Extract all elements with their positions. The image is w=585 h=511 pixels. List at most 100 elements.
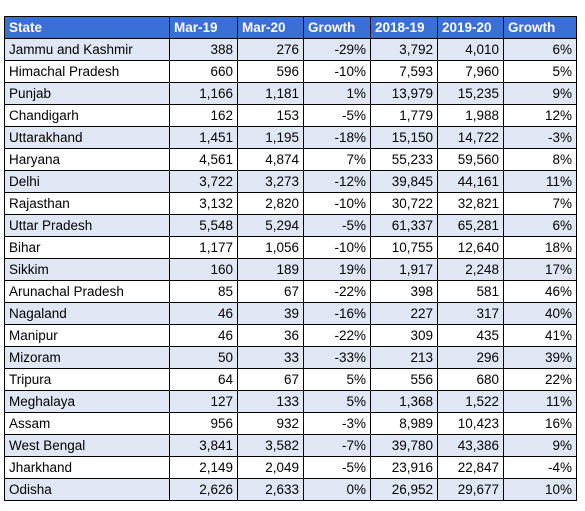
fy-2019-20-cell: 435 bbox=[437, 324, 504, 347]
mar-19-cell: 956 bbox=[169, 412, 238, 435]
growth-month-cell: -7% bbox=[303, 434, 371, 457]
fy-2019-20-cell: 32,821 bbox=[437, 192, 504, 215]
mar-19-cell: 46 bbox=[169, 324, 238, 347]
mar-19-cell: 1,451 bbox=[169, 126, 238, 149]
growth-month-cell: 0% bbox=[303, 478, 371, 501]
growth-year-cell: 10% bbox=[503, 478, 577, 501]
table-row: Bihar 1,177 1,056 -10% 10,755 12,640 18% bbox=[4, 236, 577, 259]
state-cell: Odisha bbox=[4, 478, 170, 501]
fy-2019-20-cell: 65,281 bbox=[437, 214, 504, 237]
header-mar-20: Mar-20 bbox=[237, 16, 304, 39]
growth-month-cell: -12% bbox=[303, 170, 371, 193]
fy-2019-20-cell: 44,161 bbox=[437, 170, 504, 193]
mar-20-cell: 33 bbox=[237, 346, 304, 369]
growth-month-cell: -10% bbox=[303, 192, 371, 215]
mar-19-cell: 3,132 bbox=[169, 192, 238, 215]
fy-2019-20-cell: 22,847 bbox=[437, 456, 504, 479]
table-row: Chandigarh 162 153 -5% 1,779 1,988 12% bbox=[4, 104, 577, 127]
mar-19-cell: 2,626 bbox=[169, 478, 238, 501]
growth-month-cell: 19% bbox=[303, 258, 371, 281]
mar-19-cell: 4,561 bbox=[169, 148, 238, 171]
header-mar-19: Mar-19 bbox=[169, 16, 238, 39]
table-row: Haryana 4,561 4,874 7% 55,233 59,560 8% bbox=[4, 148, 577, 171]
mar-20-cell: 4,874 bbox=[237, 148, 304, 171]
growth-month-cell: -5% bbox=[303, 104, 371, 127]
mar-20-cell: 67 bbox=[237, 280, 304, 303]
header-growth-year: Growth bbox=[503, 16, 577, 39]
mar-20-cell: 2,049 bbox=[237, 456, 304, 479]
fy-2019-20-cell: 2,248 bbox=[437, 258, 504, 281]
state-cell: Assam bbox=[4, 412, 170, 435]
state-cell: Sikkim bbox=[4, 258, 170, 281]
mar-20-cell: 2,633 bbox=[237, 478, 304, 501]
fy-2018-19-cell: 13,979 bbox=[370, 82, 438, 105]
mar-19-cell: 46 bbox=[169, 302, 238, 325]
clipped-title-strip bbox=[0, 0, 585, 14]
table-row: Uttar Pradesh 5,548 5,294 -5% 61,337 65,281 6% bbox=[4, 214, 577, 237]
mar-19-cell: 660 bbox=[169, 60, 238, 83]
state-cell: Rajasthan bbox=[4, 192, 170, 215]
state-cell: Jammu and Kashmir bbox=[4, 38, 170, 61]
mar-19-cell: 85 bbox=[169, 280, 238, 303]
fy-2018-19-cell: 39,845 bbox=[370, 170, 438, 193]
mar-20-cell: 1,195 bbox=[237, 126, 304, 149]
table-row: Uttarakhand 1,451 1,195 -18% 15,150 14,722 -3% bbox=[4, 126, 577, 149]
state-cell: Manipur bbox=[4, 324, 170, 347]
mar-20-cell: 189 bbox=[237, 258, 304, 281]
state-cell: Uttar Pradesh bbox=[4, 214, 170, 237]
fy-2018-19-cell: 1,368 bbox=[370, 390, 438, 413]
growth-month-cell: -3% bbox=[303, 412, 371, 435]
mar-19-cell: 3,841 bbox=[169, 434, 238, 457]
mar-19-cell: 162 bbox=[169, 104, 238, 127]
mar-20-cell: 2,820 bbox=[237, 192, 304, 215]
header-growth-month: Growth bbox=[303, 16, 371, 39]
fy-2019-20-cell: 1,988 bbox=[437, 104, 504, 127]
mar-20-cell: 596 bbox=[237, 60, 304, 83]
fy-2018-19-cell: 556 bbox=[370, 368, 438, 391]
fy-2018-19-cell: 26,952 bbox=[370, 478, 438, 501]
fy-2018-19-cell: 15,150 bbox=[370, 126, 438, 149]
mar-19-cell: 2,149 bbox=[169, 456, 238, 479]
fy-2018-19-cell: 7,593 bbox=[370, 60, 438, 83]
state-cell: Meghalaya bbox=[4, 390, 170, 413]
mar-20-cell: 153 bbox=[237, 104, 304, 127]
growth-year-cell: 11% bbox=[503, 390, 577, 413]
growth-year-cell: 41% bbox=[503, 324, 577, 347]
fy-2018-19-cell: 3,792 bbox=[370, 38, 438, 61]
growth-month-cell: -16% bbox=[303, 302, 371, 325]
table-row: Delhi 3,722 3,273 -12% 39,845 44,161 11% bbox=[4, 170, 577, 193]
mar-19-cell: 5,548 bbox=[169, 214, 238, 237]
growth-year-cell: 6% bbox=[503, 214, 577, 237]
header-2019-20: 2019-20 bbox=[437, 16, 504, 39]
mar-20-cell: 276 bbox=[237, 38, 304, 61]
table-row: Jharkhand 2,149 2,049 -5% 23,916 22,847 -4% bbox=[4, 456, 577, 479]
growth-year-cell: 9% bbox=[503, 82, 577, 105]
fy-2019-20-cell: 12,640 bbox=[437, 236, 504, 259]
table-body: Jammu and Kashmir 388 276 -29% 3,792 4,010 6% H… bbox=[4, 38, 577, 501]
table-row: Odisha 2,626 2,633 0% 26,952 29,677 10% bbox=[4, 478, 577, 501]
table-row: Nagaland 46 39 -16% 227 317 40% bbox=[4, 302, 577, 325]
fy-2019-20-cell: 15,235 bbox=[437, 82, 504, 105]
mar-20-cell: 39 bbox=[237, 302, 304, 325]
mar-19-cell: 127 bbox=[169, 390, 238, 413]
growth-year-cell: -4% bbox=[503, 456, 577, 479]
state-cell: Bihar bbox=[4, 236, 170, 259]
growth-month-cell: 5% bbox=[303, 390, 371, 413]
growth-year-cell: 16% bbox=[503, 412, 577, 435]
table-row: Sikkim 160 189 19% 1,917 2,248 17% bbox=[4, 258, 577, 281]
growth-year-cell: 12% bbox=[503, 104, 577, 127]
fy-2019-20-cell: 43,386 bbox=[437, 434, 504, 457]
table-row: Meghalaya 127 133 5% 1,368 1,522 11% bbox=[4, 390, 577, 413]
fy-2019-20-cell: 7,960 bbox=[437, 60, 504, 83]
mar-20-cell: 5,294 bbox=[237, 214, 304, 237]
table-row: Assam 956 932 -3% 8,989 10,423 16% bbox=[4, 412, 577, 435]
table-header-row: State Mar-19 Mar-20 Growth 2018-19 2019-… bbox=[4, 16, 577, 39]
growth-year-cell: 9% bbox=[503, 434, 577, 457]
fy-2018-19-cell: 1,917 bbox=[370, 258, 438, 281]
mar-20-cell: 3,273 bbox=[237, 170, 304, 193]
growth-month-cell: -22% bbox=[303, 280, 371, 303]
growth-year-cell: 40% bbox=[503, 302, 577, 325]
fy-2019-20-cell: 296 bbox=[437, 346, 504, 369]
mar-20-cell: 36 bbox=[237, 324, 304, 347]
growth-month-cell: 1% bbox=[303, 82, 371, 105]
